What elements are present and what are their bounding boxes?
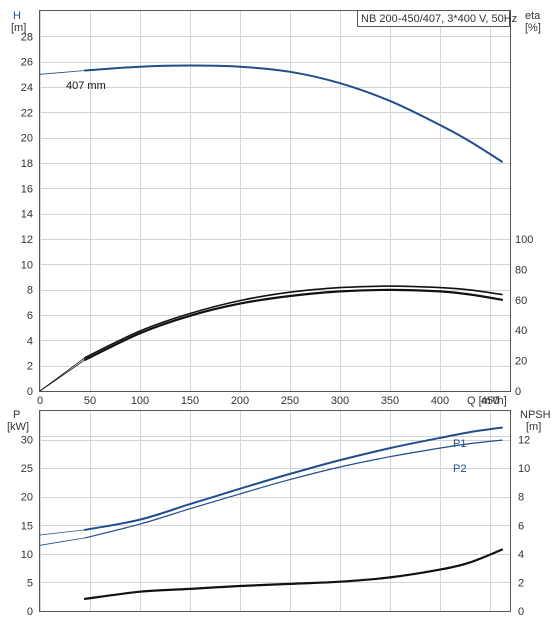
eta-curve-upper <box>84 285 503 359</box>
flow-tick-label: 450 <box>481 395 499 407</box>
power-tick-label: 15 <box>21 520 33 532</box>
head-axis-unit: [m] <box>11 22 26 34</box>
head-tick-label: 20 <box>21 133 33 145</box>
head-tick-label: 16 <box>21 183 33 195</box>
power-tick-labels: 0 5 10 15 20 25 30 <box>21 435 33 618</box>
top-series <box>39 64 504 392</box>
flow-tick-label: 350 <box>381 395 399 407</box>
head-tick-label: 6 <box>27 310 33 322</box>
chart-title: NB 200-450/407, 3*400 V, 50Hz <box>361 13 517 25</box>
head-curve-label: 407 mm <box>66 80 106 92</box>
eta-tick-label: 100 <box>515 234 533 246</box>
top-plot-frame <box>39 10 511 392</box>
head-tick-label: 14 <box>21 209 33 221</box>
power-tick-label: 20 <box>21 492 33 504</box>
power-tick-label: 25 <box>21 463 33 475</box>
p2-curve <box>84 439 503 539</box>
eta-tick-label: 20 <box>515 356 527 368</box>
head-tick-label: 18 <box>21 158 33 170</box>
eta-tick-label: 80 <box>515 264 527 276</box>
head-tick-label: 26 <box>21 57 33 69</box>
flow-tick-label: 200 <box>231 395 249 407</box>
npsh-curve <box>83 548 504 600</box>
npsh-tick-label: 6 <box>518 520 524 532</box>
bottom-plot-frame <box>39 410 511 612</box>
power-tick-label: 30 <box>21 435 33 447</box>
head-tick-label: 2 <box>27 361 33 373</box>
head-tick-label: 22 <box>21 107 33 119</box>
head-tick-label: 24 <box>21 82 33 94</box>
flow-tick-label: 50 <box>84 395 96 407</box>
flow-tick-labels: 0 50 100 150 200 250 300 350 400 450 <box>37 395 499 407</box>
head-tick-label: 8 <box>27 285 33 297</box>
eta-curve-lower <box>83 288 504 361</box>
head-tick-label: 28 <box>21 31 33 43</box>
head-curve-extrapolated <box>39 70 86 75</box>
p1-curve-label: P1 <box>453 438 466 450</box>
head-tick-label: 0 <box>27 386 33 398</box>
head-curve <box>84 64 503 163</box>
power-tick-label: 5 <box>27 577 33 589</box>
head-tick-label: 4 <box>27 335 33 347</box>
power-npsh-panel: 0 5 10 15 20 25 30 0 2 4 6 8 10 12 P [kW] NPSH [m] P… <box>7 409 551 618</box>
top-grid <box>40 11 510 392</box>
eta-axis-unit: [%] <box>525 22 541 34</box>
chart-title-box <box>357 10 510 27</box>
eta-axis-title: eta <box>525 10 541 22</box>
npsh-tick-label: 8 <box>518 492 524 504</box>
flow-tick-label: 0 <box>37 395 43 407</box>
npsh-tick-label: 4 <box>518 549 524 561</box>
p2-curve-label: P2 <box>453 463 466 475</box>
head-axis-title: H <box>13 10 21 22</box>
eta-tick-labels: 0 20 40 60 80 100 <box>515 234 533 398</box>
power-axis-title: P <box>13 409 20 421</box>
bottom-grid <box>40 411 510 612</box>
eta-tick-label: 60 <box>515 295 527 307</box>
p2-curve-extrapolated <box>39 537 86 546</box>
flow-tick-label: 100 <box>131 395 149 407</box>
flow-tick-label: 250 <box>281 395 299 407</box>
flow-tick-label: 400 <box>431 395 449 407</box>
npsh-tick-labels: 0 2 4 6 8 10 12 <box>518 435 530 618</box>
npsh-axis-unit: [m] <box>526 421 541 433</box>
flow-tick-label: 150 <box>181 395 199 407</box>
p1-curve <box>84 426 503 531</box>
npsh-tick-label: 10 <box>518 463 530 475</box>
npsh-axis-title: NPSH <box>520 409 551 421</box>
bottom-series <box>39 426 504 600</box>
eta-curve-upper-extrapolated <box>39 357 86 392</box>
eta-tick-label: 0 <box>515 386 521 398</box>
power-tick-label: 10 <box>21 549 33 561</box>
flow-tick-label: 300 <box>331 395 349 407</box>
npsh-tick-label: 12 <box>518 435 530 447</box>
eta-tick-label: 40 <box>515 325 527 337</box>
npsh-tick-label: 2 <box>518 577 524 589</box>
head-tick-label: 10 <box>21 259 33 271</box>
flow-axis-title: Q [m³/h] <box>467 395 507 407</box>
npsh-tick-label: 0 <box>518 606 524 618</box>
power-axis-unit: [kW] <box>7 421 29 433</box>
power-tick-label: 0 <box>27 606 33 618</box>
head-tick-label: 12 <box>21 234 33 246</box>
p1-curve-extrapolated <box>39 529 86 536</box>
